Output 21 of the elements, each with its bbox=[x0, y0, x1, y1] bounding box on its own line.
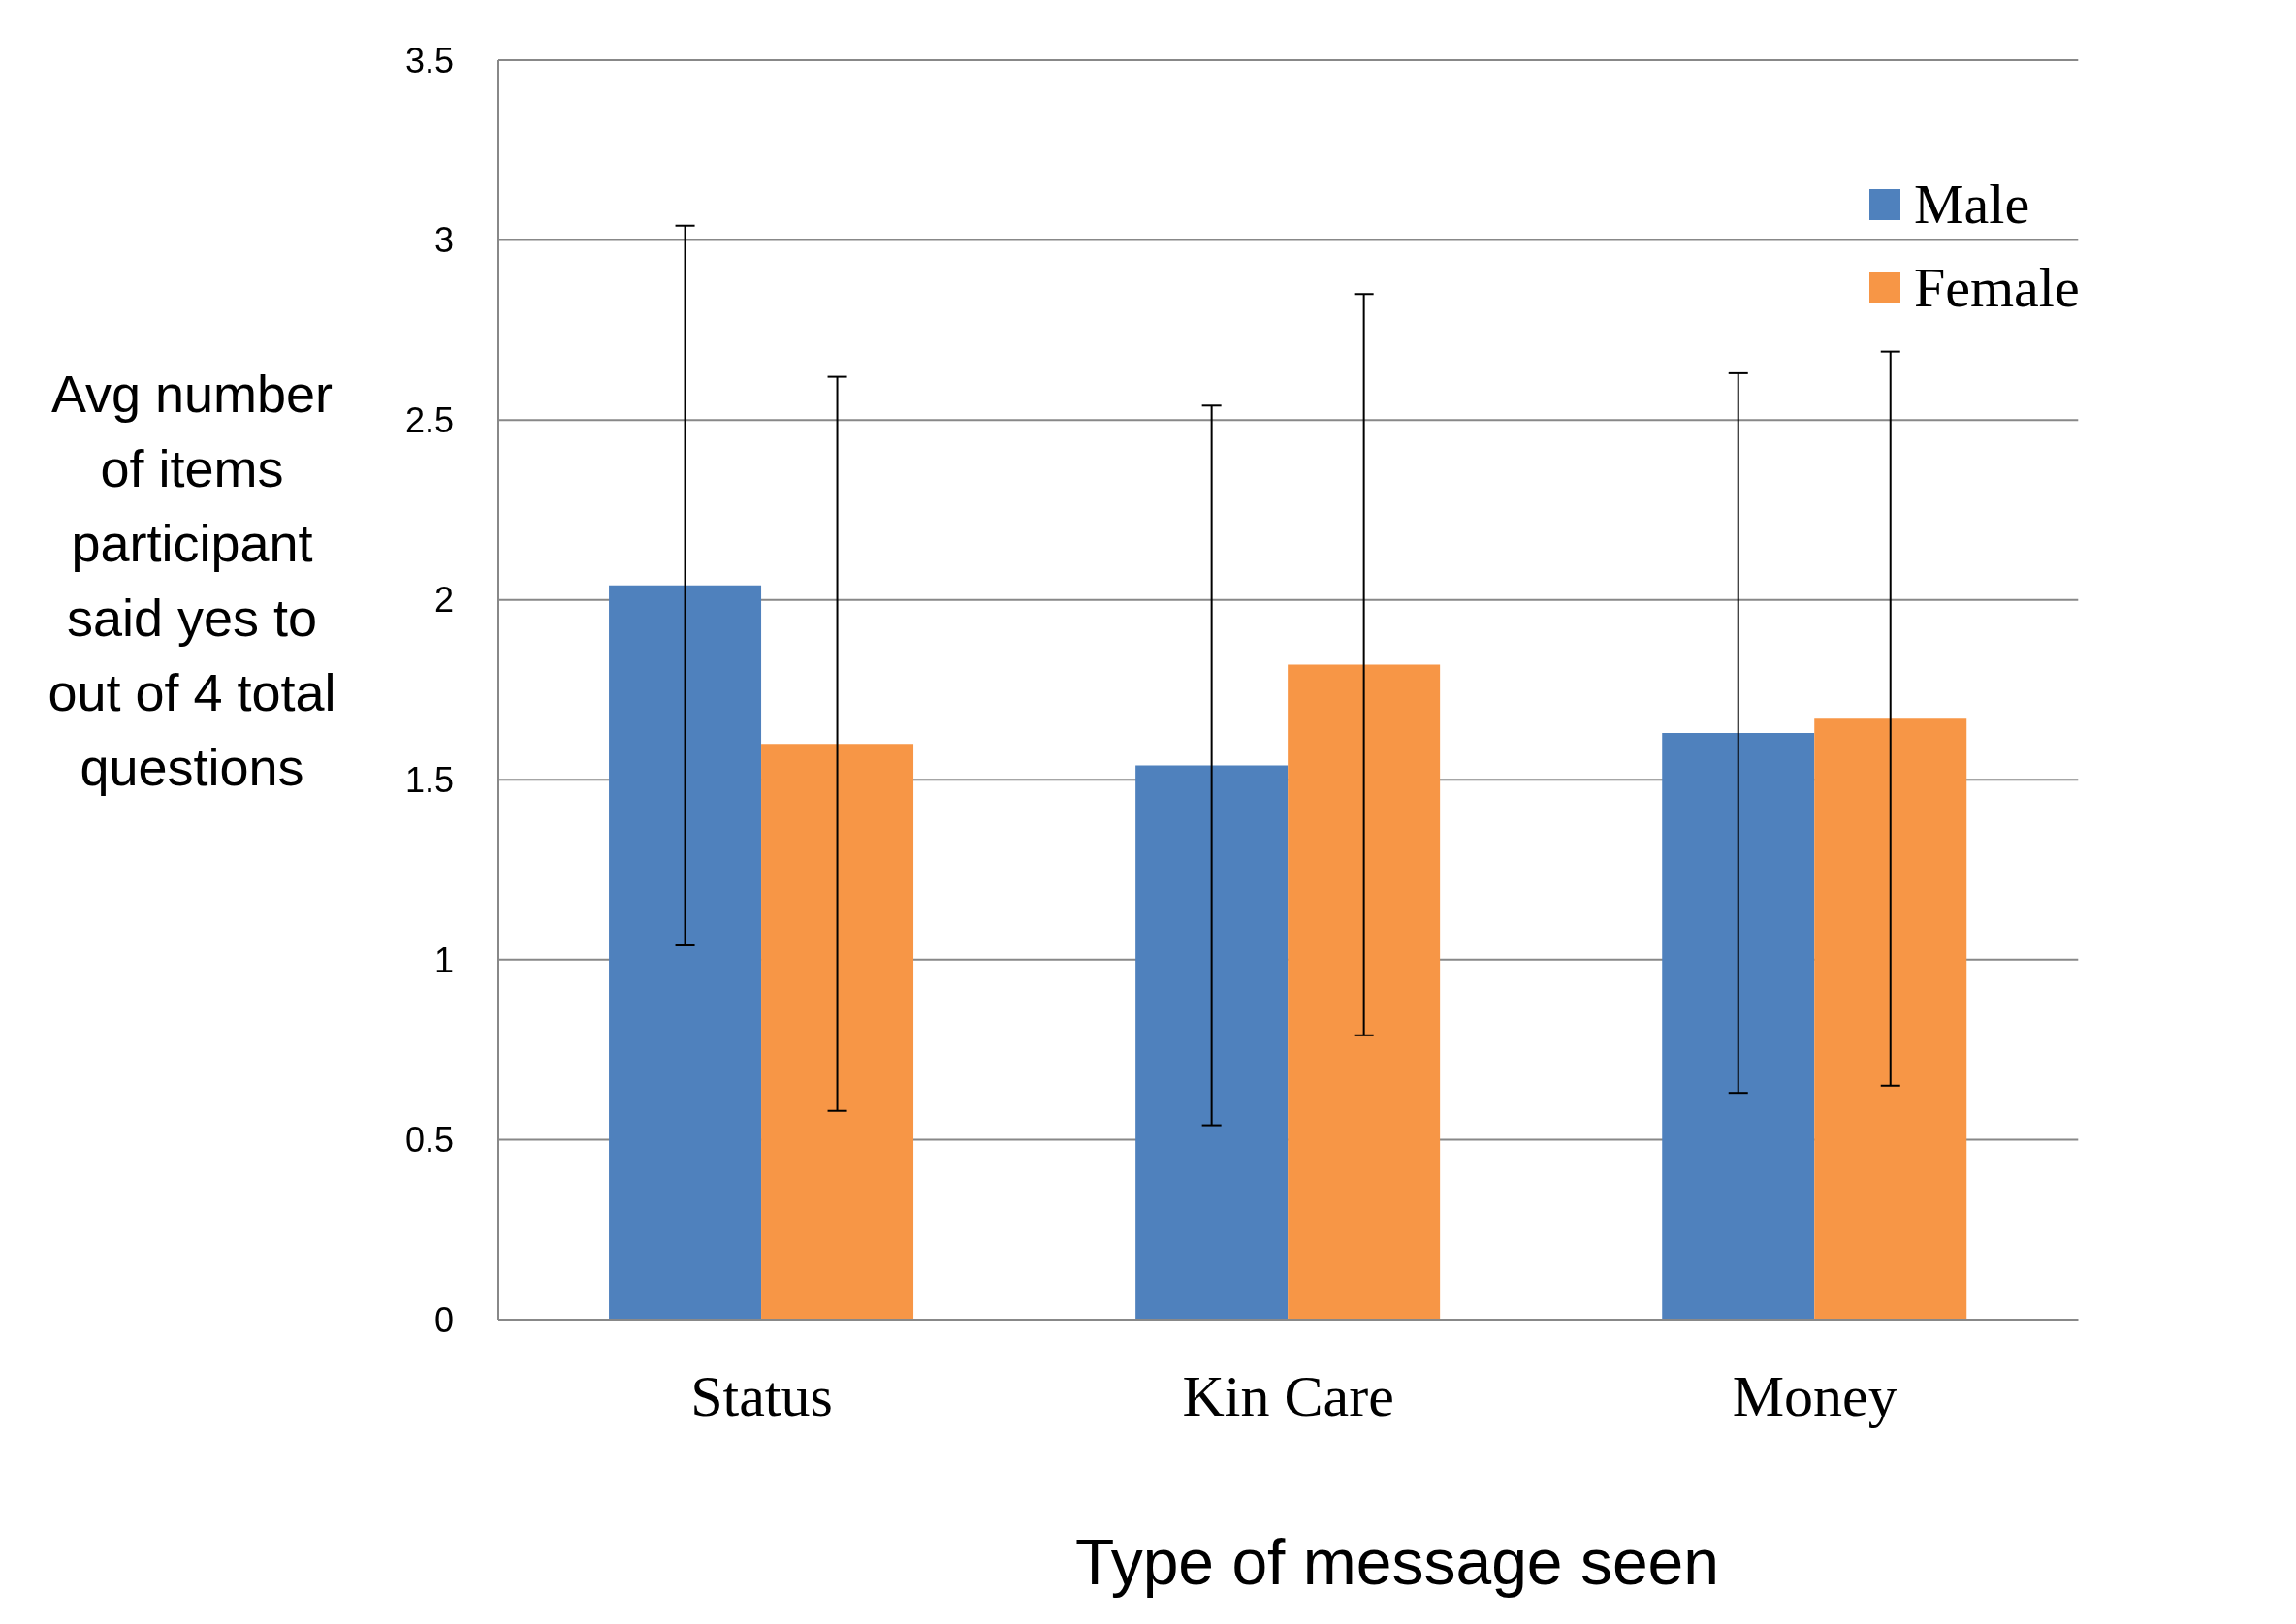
y-tick-label: 3.5 bbox=[404, 40, 454, 80]
x-tick-label: Kin Care bbox=[1182, 1363, 1394, 1428]
x-axis-title: Type of message seen bbox=[1073, 1525, 1721, 1599]
legend-label: Female bbox=[1914, 255, 2080, 321]
y-tick-label: 2.5 bbox=[404, 399, 454, 440]
y-tick-label: 3 bbox=[433, 220, 454, 261]
y-tick-label: 0 bbox=[433, 1299, 454, 1340]
y-tick-label: 0.5 bbox=[404, 1120, 454, 1161]
x-tick-label: Money bbox=[1732, 1363, 1897, 1428]
bar bbox=[1814, 718, 1967, 1320]
bar bbox=[1135, 765, 1289, 1320]
legend-label: Male bbox=[1914, 172, 2030, 238]
bar bbox=[761, 744, 914, 1320]
y-tick-label: 1.5 bbox=[404, 760, 454, 801]
y-tick-label: 2 bbox=[433, 580, 454, 621]
bar bbox=[1288, 664, 1441, 1320]
y-axis-title: Avg number of items participant said yes to out of 4 total questions bbox=[47, 364, 337, 798]
bar bbox=[1662, 733, 1815, 1320]
bar bbox=[609, 585, 762, 1320]
y-tick-label: 1 bbox=[433, 939, 454, 980]
x-tick-label: Status bbox=[690, 1363, 833, 1428]
